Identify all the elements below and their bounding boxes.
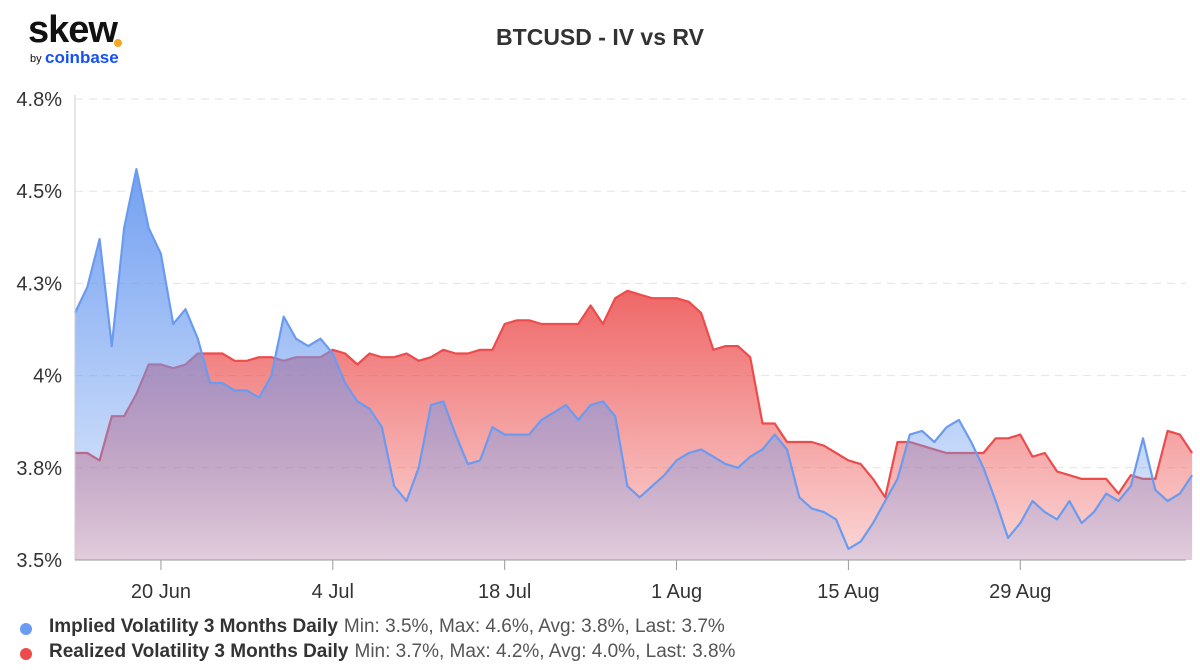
logo-dot-icon <box>114 39 122 47</box>
rv-line <box>75 289 1194 499</box>
x-tick-label: 15 Aug <box>817 581 879 603</box>
legend-stats-rv: Min: 3.7%, Max: 4.2%, Avg: 4.0%, Last: 3… <box>354 641 736 662</box>
x-tick-label: 20 Jun <box>131 581 191 603</box>
legend-label-iv: Implied Volatility 3 Months Daily Min: 3.… <box>49 616 725 637</box>
logo-wordmark: skew <box>28 9 118 51</box>
logo-brand-text: coinbase <box>45 48 119 67</box>
x-tick-label: 1 Aug <box>651 581 702 603</box>
axes: 3.5% 3.8% 4% 4.3% 4.5% 4.8% 20 Jun 4 Jul 18 Jul 1… <box>16 89 1186 603</box>
iv-line <box>74 168 1194 550</box>
y-tick-label: 4.8% <box>16 89 62 111</box>
skew-coinbase-logo: skew by coinbase <box>28 8 138 68</box>
y-tick-label: 4.5% <box>16 181 62 203</box>
legend-marker-iv-icon <box>20 623 32 635</box>
legend-stats-iv: Min: 3.5%, Max: 4.6%, Avg: 3.8%, Last: 3… <box>343 616 725 637</box>
y-tick-label: 4.3% <box>16 273 62 295</box>
series-areas <box>74 168 1194 560</box>
chart-title: BTCUSD - IV vs RV <box>496 24 704 50</box>
legend-marker-rv-icon <box>20 648 32 660</box>
y-tick-label: 3.8% <box>16 458 62 480</box>
iv-area <box>75 169 1193 560</box>
x-tick-label: 4 Jul <box>312 581 354 603</box>
logo-by-text: by <box>30 53 42 65</box>
x-tick-label: 18 Jul <box>478 581 531 603</box>
y-tick-label: 4% <box>33 366 62 388</box>
x-tick-label: 29 Aug <box>989 581 1051 603</box>
legend-label-rv: Realized Volatility 3 Months Daily Min: 3… <box>49 641 736 662</box>
y-tick-label: 3.5% <box>16 550 62 572</box>
